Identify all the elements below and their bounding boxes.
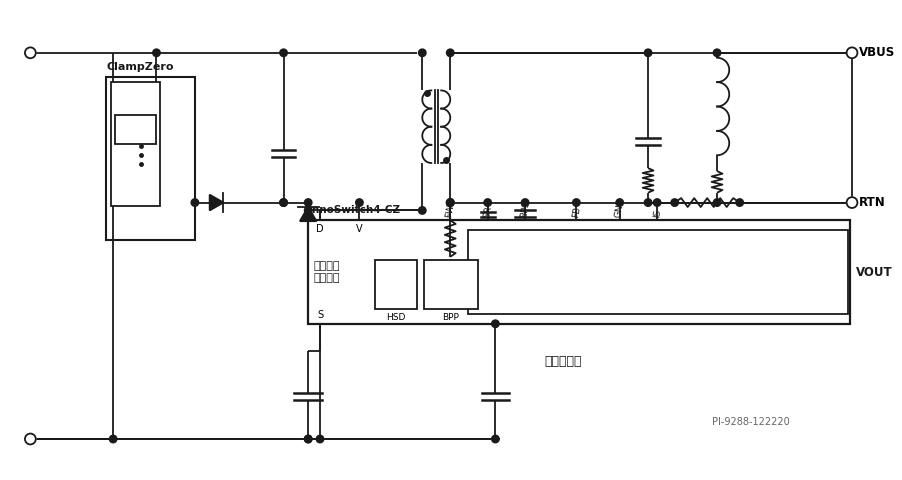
Circle shape	[644, 49, 651, 57]
Text: ClampZero: ClampZero	[106, 61, 173, 72]
Circle shape	[483, 199, 491, 206]
Text: VOUT: VOUT	[855, 265, 891, 278]
Circle shape	[644, 199, 651, 206]
Text: InnoSwitch4-CZ: InnoSwitch4-CZ	[308, 205, 400, 216]
Circle shape	[25, 48, 36, 58]
FancyBboxPatch shape	[374, 260, 416, 309]
Circle shape	[304, 207, 311, 214]
Circle shape	[304, 435, 311, 443]
Text: S: S	[317, 310, 323, 320]
Circle shape	[520, 199, 529, 206]
FancyBboxPatch shape	[424, 260, 477, 309]
Text: PI-9288-122220: PI-9288-122220	[712, 417, 789, 427]
Text: 初级开关
及控制器: 初级开关 及控制器	[313, 261, 339, 283]
Circle shape	[653, 199, 660, 206]
Circle shape	[304, 199, 311, 206]
Circle shape	[491, 320, 499, 327]
Circle shape	[25, 433, 36, 444]
Text: SR: SR	[482, 205, 492, 218]
Circle shape	[446, 199, 454, 206]
Circle shape	[304, 435, 311, 443]
Text: GND: GND	[612, 196, 625, 218]
Circle shape	[713, 199, 720, 206]
Circle shape	[846, 197, 857, 208]
Text: BPS: BPS	[519, 200, 530, 218]
Circle shape	[446, 199, 454, 206]
Text: 次级侧控制: 次级侧控制	[544, 355, 582, 368]
Text: BPP: BPP	[442, 313, 459, 322]
Circle shape	[615, 199, 622, 206]
Circle shape	[355, 199, 363, 206]
Text: V: V	[355, 224, 363, 234]
Circle shape	[418, 207, 426, 214]
Polygon shape	[299, 207, 316, 221]
FancyBboxPatch shape	[111, 83, 161, 205]
Text: HSD: HSD	[386, 313, 405, 322]
FancyBboxPatch shape	[467, 230, 847, 314]
Polygon shape	[209, 195, 223, 210]
Circle shape	[152, 49, 160, 57]
Circle shape	[280, 49, 287, 57]
Text: IS: IS	[651, 208, 661, 218]
Circle shape	[491, 435, 499, 443]
FancyBboxPatch shape	[115, 115, 156, 144]
Text: FB: FB	[570, 206, 581, 218]
Circle shape	[191, 199, 198, 206]
Circle shape	[735, 199, 742, 206]
Circle shape	[846, 48, 857, 58]
Circle shape	[446, 199, 454, 206]
Text: RTN: RTN	[858, 196, 885, 209]
FancyBboxPatch shape	[106, 77, 195, 240]
Text: VBUS: VBUS	[858, 46, 894, 60]
Circle shape	[280, 199, 287, 206]
Circle shape	[280, 199, 287, 206]
Text: FW: FW	[444, 203, 456, 218]
Circle shape	[572, 199, 579, 206]
Circle shape	[670, 199, 677, 206]
Circle shape	[316, 435, 324, 443]
Circle shape	[713, 49, 720, 57]
Circle shape	[109, 435, 116, 443]
Text: D: D	[316, 224, 324, 234]
Circle shape	[446, 49, 454, 57]
FancyBboxPatch shape	[308, 220, 849, 324]
Circle shape	[418, 49, 426, 57]
